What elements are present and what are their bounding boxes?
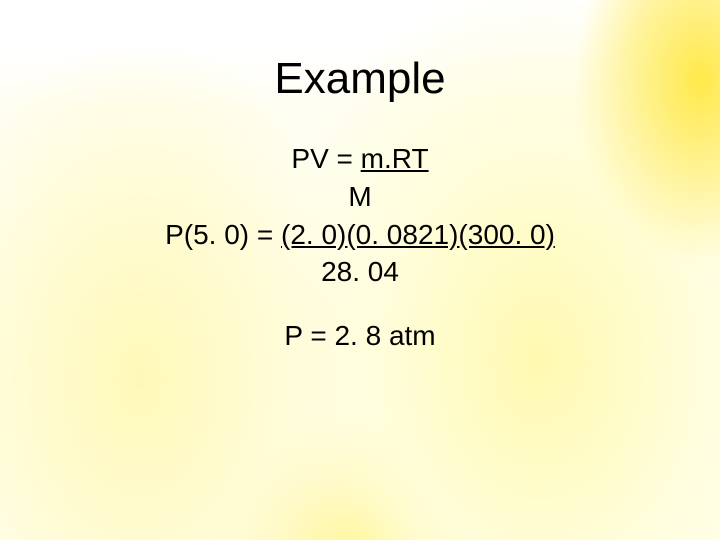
eq2-numerator: (2. 0)(0. 0821)(300. 0) [281, 219, 555, 250]
result-line: P = 2. 8 atm [0, 317, 720, 355]
spacer [0, 291, 720, 317]
eq2-denominator: 28. 04 [0, 253, 720, 291]
equation-2: P(5. 0) = (2. 0)(0. 0821)(300. 0) [0, 216, 720, 254]
equation-1: PV = m.RT [0, 140, 720, 178]
slide: Example PV = m.RT M P(5. 0) = (2. 0)(0. … [0, 0, 720, 540]
eq1-numerator: m.RT [361, 143, 429, 174]
eq1-lhs: PV = [291, 143, 360, 174]
slide-title: Example [0, 54, 720, 104]
eq2-lhs: P(5. 0) = [165, 219, 281, 250]
eq1-denominator: M [0, 178, 720, 216]
slide-body: PV = m.RT M P(5. 0) = (2. 0)(0. 0821)(30… [0, 140, 720, 355]
